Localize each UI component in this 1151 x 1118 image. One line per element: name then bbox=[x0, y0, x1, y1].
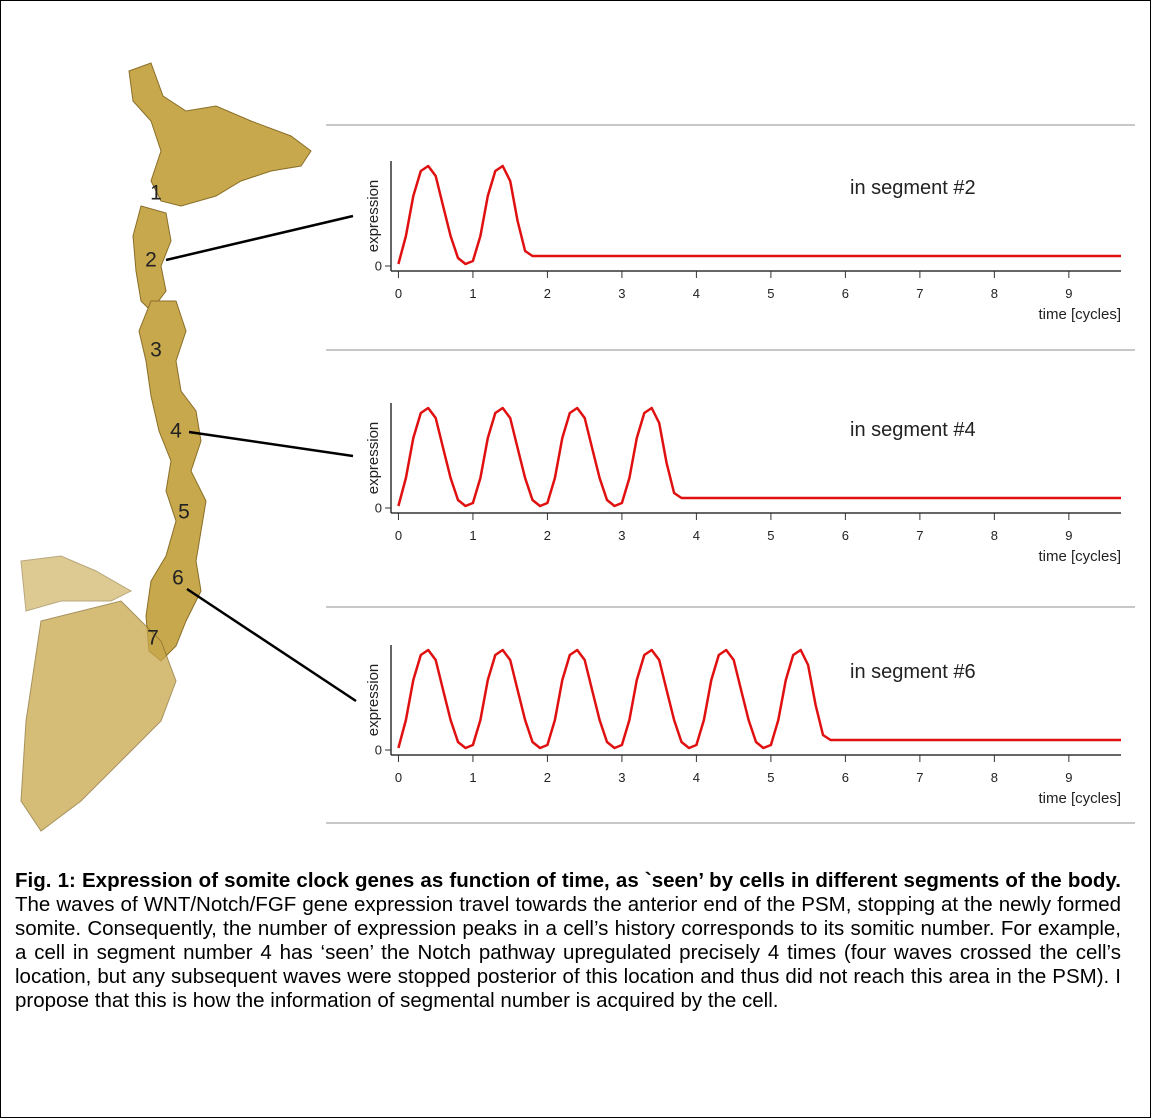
annotation: in segment #6 bbox=[850, 661, 976, 683]
x-tick-label: 3 bbox=[618, 528, 625, 543]
segment-label: 7 bbox=[147, 627, 159, 650]
segment-label: 2 bbox=[145, 249, 157, 272]
skeleton bbox=[21, 63, 311, 831]
x-tick-label: 2 bbox=[544, 286, 551, 301]
y-axis-label: expression bbox=[365, 664, 382, 737]
x-tick-label: 8 bbox=[991, 528, 998, 543]
x-tick-label: 7 bbox=[916, 528, 923, 543]
expression-line bbox=[398, 166, 1121, 264]
y-tick-label: 0 bbox=[375, 500, 382, 515]
x-tick-label: 2 bbox=[544, 770, 551, 785]
x-tick-label: 1 bbox=[469, 528, 476, 543]
x-tick-label: 7 bbox=[916, 770, 923, 785]
x-tick-label: 4 bbox=[693, 286, 700, 301]
x-axis-label: time [cycles] bbox=[1038, 790, 1121, 807]
x-tick-label: 0 bbox=[395, 286, 402, 301]
x-axis-label: time [cycles] bbox=[1038, 548, 1121, 565]
segment-label: 4 bbox=[170, 420, 182, 443]
x-tick-label: 2 bbox=[544, 528, 551, 543]
y-tick-label: 0 bbox=[375, 258, 382, 273]
annotation: in segment #4 bbox=[850, 419, 976, 441]
x-tick-label: 6 bbox=[842, 770, 849, 785]
caption-text: The waves of WNT/Notch/FGF gene expressi… bbox=[15, 893, 1121, 1012]
x-tick-label: 0 bbox=[395, 528, 402, 543]
x-tick-label: 0 bbox=[395, 770, 402, 785]
x-tick-label: 1 bbox=[469, 770, 476, 785]
x-tick-label: 8 bbox=[991, 770, 998, 785]
x-tick-label: 9 bbox=[1065, 770, 1072, 785]
x-tick-label: 9 bbox=[1065, 286, 1072, 301]
x-tick-label: 5 bbox=[767, 528, 774, 543]
x-tick-label: 9 bbox=[1065, 528, 1072, 543]
separators bbox=[326, 125, 1135, 823]
caption: Fig. 1: Expression of somite clock genes… bbox=[15, 869, 1121, 1013]
x-tick-label: 8 bbox=[991, 286, 998, 301]
y-axis-label: expression bbox=[365, 180, 382, 253]
figure: 1 2 3 4 5 6 7 0 1 2 3 4 5 6 7 8 9 0 expression time [cycles… bbox=[0, 0, 1151, 1118]
caption-title: Fig. 1: Expression of somite clock genes… bbox=[15, 869, 1121, 892]
y-axis-label: expression bbox=[365, 422, 382, 495]
segment-label: 6 bbox=[172, 567, 184, 590]
segment-label: 3 bbox=[150, 339, 162, 362]
annotation: in segment #2 bbox=[850, 177, 976, 199]
x-tick-label: 6 bbox=[842, 286, 849, 301]
x-tick-label: 3 bbox=[618, 286, 625, 301]
x-tick-label: 3 bbox=[618, 770, 625, 785]
x-tick-label: 6 bbox=[842, 528, 849, 543]
x-tick-label: 7 bbox=[916, 286, 923, 301]
expression-line bbox=[398, 408, 1121, 506]
figure-graphics: 1 2 3 4 5 6 7 0 1 2 3 4 5 6 7 8 9 0 expression time [cycles… bbox=[1, 1, 1149, 861]
x-tick-label: 4 bbox=[693, 770, 700, 785]
x-tick-label: 5 bbox=[767, 770, 774, 785]
x-tick-label: 5 bbox=[767, 286, 774, 301]
x-axis-label: time [cycles] bbox=[1038, 306, 1121, 323]
y-tick-label: 0 bbox=[375, 742, 382, 757]
x-tick-label: 1 bbox=[469, 286, 476, 301]
segment-label: 1 bbox=[150, 182, 162, 205]
segment-label: 5 bbox=[178, 501, 190, 524]
x-tick-label: 4 bbox=[693, 528, 700, 543]
expression-line bbox=[398, 650, 1121, 748]
